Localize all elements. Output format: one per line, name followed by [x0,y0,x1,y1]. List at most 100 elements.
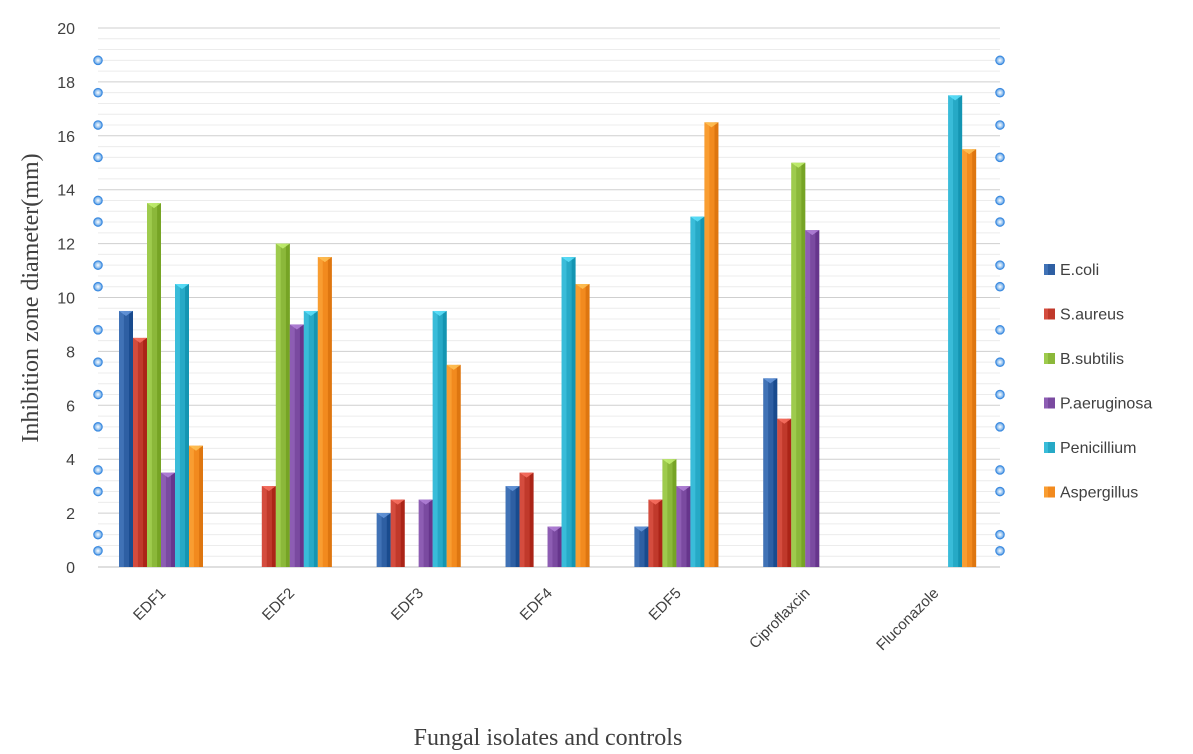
bar-shadow [515,486,520,567]
bar [763,378,778,567]
gridline-handle-dot [995,87,1005,98]
bar-highlight [390,499,396,567]
bar-shadow [773,378,778,567]
bar-cap [561,257,576,263]
bar-cap [948,95,963,101]
bar-shadow [658,499,663,567]
bar-highlight [189,445,194,567]
bar-shadow [271,486,276,567]
gridline-handle-dot [93,260,103,270]
bar [634,526,649,567]
gridline-handle-dot [995,486,1005,497]
y-tick-label: 12 [57,237,75,254]
gridline-handle-dot [995,217,1005,227]
bar-shadow [327,257,332,567]
x-tick-label: Fluconazole [873,585,942,654]
bar [133,337,147,567]
bar-shadow [285,243,290,567]
bar [275,243,290,567]
gridline-handle-dot [93,422,103,432]
bar-shadow [557,526,562,567]
x-tick-label: EDF3 [388,585,427,624]
gridline-handle-dot [93,357,103,367]
gridline-handle-dot [93,152,103,163]
legend-swatch-highlight [1044,397,1048,409]
legend-item: B.subtilis [1044,351,1124,368]
bar-shadow [129,310,133,567]
bar-shadow [972,149,977,567]
bar [676,486,691,567]
bar-cap [505,486,520,492]
bar-shadow [801,162,806,567]
bar [376,513,391,567]
legend: E.coli S.aureus B.subtilis P.aeruginosa Peni… [1044,262,1152,502]
gridline-handle-dot [995,281,1005,292]
x-tick-label: EDF1 [130,585,169,624]
bar-cap [161,472,175,478]
legend-swatch-highlight [1044,442,1048,453]
bar-shadow [386,513,391,567]
bar-shadow [442,310,447,567]
bar-highlight [133,337,138,567]
gridline-handle-dot [93,217,103,227]
bar [791,162,806,567]
bar-highlight [704,122,710,567]
y-tick-labels: 0 2 4 6 8 10 12 14 16 18 20 [57,21,75,577]
legend-swatch [1044,264,1055,275]
bar-shadow [815,230,820,567]
bar-highlight [505,486,511,567]
gridline-handle-dot [995,389,1005,400]
legend-swatch-highlight [1044,308,1048,320]
bar-cap [432,310,447,316]
bar-highlight [275,243,281,567]
gridline-handle-dot [995,325,1005,335]
gridline-handle-dot [995,465,1005,475]
bar-highlight [648,499,654,567]
gridline-handle-dot [93,55,103,66]
bar [505,486,520,567]
y-tick-label: 0 [66,560,75,577]
bar-highlight [547,526,553,567]
bar-highlight [676,486,682,567]
gridlines [98,27,1000,568]
bar-cap [275,243,290,249]
bar-cap [704,122,719,128]
gridline-handle-dot [995,422,1005,432]
bar-cap [962,149,977,155]
bar-cap [189,445,203,451]
bar-shadow [585,284,590,567]
bar-shadow [456,364,461,567]
x-axis-title: Fungal isolates and controls [414,725,683,751]
bars [119,95,977,568]
legend-swatch [1044,397,1055,409]
bar-shadow [171,472,175,567]
bar-shadow [199,445,203,567]
gridline-handle-dot [995,260,1005,270]
legend-swatch [1044,353,1055,364]
bar-cap [791,162,806,168]
bar [690,216,705,567]
bar-cap [147,203,161,209]
bar-cap [317,257,332,263]
bar-highlight [376,513,382,567]
bar-highlight [575,284,581,567]
x-tick-label: EDF5 [646,585,685,624]
bar-shadow [157,203,161,568]
gridline-handle-dot [93,87,103,98]
gridline-handle-dot [995,357,1005,367]
bar [962,149,977,567]
bar-cap [175,284,189,290]
bar-cap [547,526,562,532]
bar-cap [676,486,691,492]
bar-cap [261,486,276,492]
y-tick-label: 4 [66,452,75,469]
bar [575,284,590,567]
bar-highlight [289,324,295,567]
bar-highlight [634,526,640,567]
gridline-handle-dot [93,546,103,556]
bar-shadow [958,95,963,567]
legend-swatch-highlight [1044,486,1048,498]
bar-cap [777,418,792,424]
bar-highlight [777,418,783,567]
